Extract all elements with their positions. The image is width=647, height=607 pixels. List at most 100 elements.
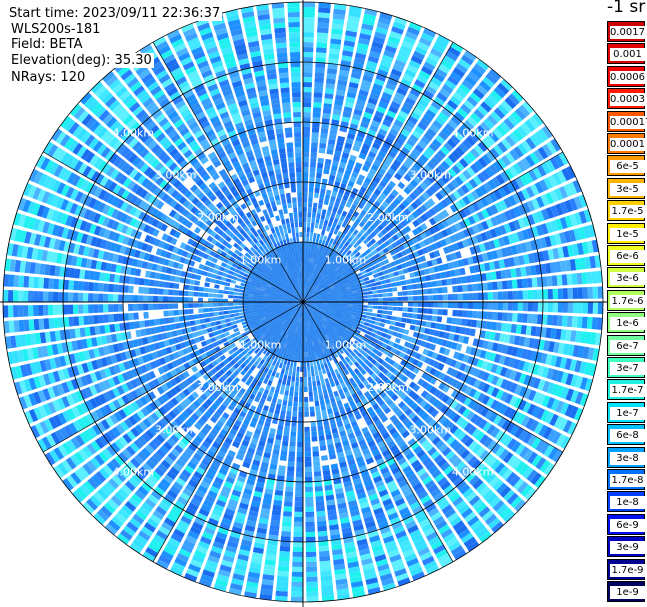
colorbar-swatch: 1e-9 bbox=[607, 581, 645, 602]
range-label: 1.00km bbox=[240, 338, 282, 351]
colorbar-tick-label: 3e-6 bbox=[610, 272, 645, 286]
ray bbox=[307, 302, 602, 346]
ray bbox=[308, 302, 603, 315]
azimuth-spoke bbox=[302, 301, 563, 453]
ray bbox=[306, 79, 513, 299]
ray bbox=[228, 306, 302, 596]
ppi-plot: 1.00km 1.00km 1.00km 1.00km 2.00km 2.00km 2.00… bbox=[0, 0, 607, 607]
colorbar-tick-label: 1e-5 bbox=[610, 227, 645, 241]
ray bbox=[198, 306, 302, 588]
colorbar-tick-label: 1.7e-5 bbox=[610, 205, 645, 219]
colorbar-swatch: 0.0006 bbox=[607, 65, 645, 87]
ray bbox=[90, 81, 300, 299]
range-label: 3.00km bbox=[410, 169, 452, 182]
range-label: 1.00km bbox=[240, 254, 282, 267]
ray bbox=[305, 59, 490, 299]
ray bbox=[210, 13, 302, 298]
field-label: Field: BETA bbox=[11, 37, 85, 52]
range-label: 1.00km bbox=[325, 338, 367, 351]
colorbar-tick-label: 1.7e-8 bbox=[610, 474, 645, 487]
ray bbox=[104, 305, 300, 536]
ray bbox=[169, 306, 301, 577]
colorbar-swatch: 0.0003 bbox=[607, 88, 645, 110]
ray bbox=[308, 286, 603, 302]
ray bbox=[307, 194, 588, 301]
ray bbox=[303, 3, 347, 298]
range-label: 3.00km bbox=[155, 423, 197, 436]
ray bbox=[82, 305, 300, 515]
ray bbox=[37, 304, 299, 452]
ray bbox=[305, 50, 477, 298]
ray bbox=[184, 306, 302, 583]
elevation-label: Elevation(deg): 35.30 bbox=[11, 53, 154, 68]
colorbar-swatch: 1.7e-5 bbox=[607, 200, 645, 222]
colorbar-tick-label: 1e-9 bbox=[610, 586, 645, 599]
ray bbox=[303, 5, 362, 298]
ray bbox=[307, 304, 555, 476]
azimuth-spoke bbox=[43, 151, 304, 303]
ray bbox=[307, 239, 599, 302]
colorbar-swatch: 0.00017 bbox=[607, 110, 647, 132]
colorbar-swatch: 0.0001 bbox=[607, 133, 645, 154]
colorbar-swatch: 3e-9 bbox=[607, 536, 645, 558]
start-time-label: Start time: 2023/09/11 22:36:37 bbox=[9, 6, 223, 21]
ray bbox=[306, 89, 524, 299]
colorbar-swatch: 3e-5 bbox=[607, 177, 645, 199]
ray bbox=[213, 306, 302, 592]
ray bbox=[307, 303, 593, 392]
colorbar-swatch: 1.7e-8 bbox=[607, 469, 645, 490]
colorbar-tick-label: 1.7e-9 bbox=[610, 563, 645, 577]
ray bbox=[307, 125, 553, 300]
range-label: 3.00km bbox=[410, 423, 452, 436]
ray bbox=[129, 306, 301, 554]
ray bbox=[307, 209, 592, 301]
ray bbox=[256, 4, 303, 298]
range-label: 4.00km bbox=[113, 126, 155, 139]
ray bbox=[102, 71, 300, 299]
colorbar-tick-label: 0.0001 bbox=[610, 138, 645, 151]
azimuth-spoke bbox=[152, 42, 304, 303]
colorbar-swatch: 1.7e-9 bbox=[607, 558, 645, 580]
ray bbox=[306, 68, 502, 299]
ray bbox=[303, 307, 335, 602]
ray bbox=[303, 2, 331, 297]
colorbar-tick-label: 6e-7 bbox=[610, 339, 645, 353]
ray bbox=[307, 303, 589, 407]
colorbar-tick-label: 1e-7 bbox=[610, 406, 645, 420]
ray bbox=[114, 61, 300, 299]
colorbar-tick-label: 1e-6 bbox=[610, 317, 645, 331]
ray bbox=[307, 224, 596, 301]
ray bbox=[308, 270, 603, 302]
ray bbox=[17, 197, 299, 301]
ray bbox=[53, 304, 299, 479]
colorbar-swatch: 1.7e-7 bbox=[607, 379, 645, 401]
colorbar-swatch: 1.7e-6 bbox=[607, 289, 645, 311]
ray bbox=[304, 16, 408, 298]
ray bbox=[307, 304, 578, 436]
ray bbox=[51, 128, 299, 300]
colorbar-tick-label: 0.0006 bbox=[610, 70, 645, 84]
colorbar-tick-label: 3e-5 bbox=[610, 182, 645, 196]
ray bbox=[304, 306, 396, 591]
colorbar-swatch: 0.001 bbox=[607, 43, 645, 65]
colorbar-swatch: 6e-7 bbox=[607, 334, 645, 356]
ray bbox=[304, 8, 378, 298]
colorbar-swatch: 1e-7 bbox=[607, 401, 645, 423]
azimuth-spoke bbox=[43, 301, 304, 453]
ray bbox=[62, 305, 300, 491]
ray bbox=[4, 258, 299, 302]
colorbar-unit-label: -1 sr bbox=[607, 0, 646, 17]
ray bbox=[10, 303, 299, 380]
colorbar-swatch: 1e-8 bbox=[607, 491, 645, 513]
ray bbox=[195, 17, 302, 298]
colorbar-tick-label: 6e-5 bbox=[610, 160, 645, 174]
nrays-label: NRays: 120 bbox=[11, 70, 86, 85]
colorbar-tick-label: 1.7e-6 bbox=[610, 294, 645, 308]
ray bbox=[305, 34, 450, 298]
ray bbox=[156, 306, 301, 570]
ray bbox=[3, 302, 298, 318]
colorbar-tick-label: 6e-8 bbox=[610, 429, 645, 443]
azimuth-spoke bbox=[302, 301, 454, 562]
ray bbox=[308, 302, 603, 330]
colorbar-tick-label: 0.0003 bbox=[610, 93, 645, 107]
